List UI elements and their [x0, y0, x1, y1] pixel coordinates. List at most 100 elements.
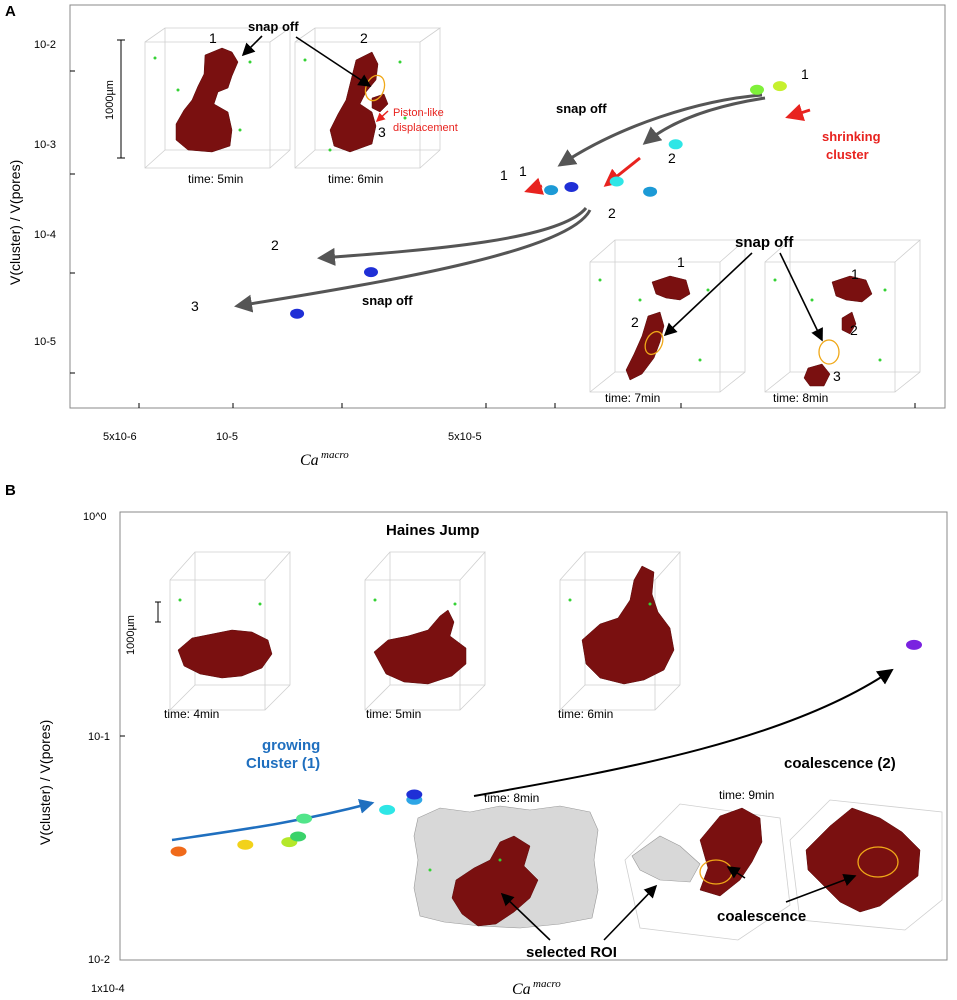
data-point [290, 308, 305, 319]
annotation-coalescence-title: coalescence (2) [784, 755, 896, 772]
data-point [750, 84, 764, 95]
panel-b-scale-bar: 1000µm [125, 601, 161, 655]
annotation-snap-off-bottom: snap off [735, 234, 794, 251]
arrow-snap-off-to-8min [779, 252, 823, 342]
inset-b-9min [624, 803, 791, 941]
annotation-coalescence: coalescence [717, 908, 806, 925]
panel-b-data-points [170, 639, 922, 857]
inset-a-5min-label-1: 1 [209, 30, 217, 46]
data-point [364, 267, 378, 278]
panel-b-ytick-label: 10-1 [88, 731, 110, 743]
panel-b-xlabel-main: Ca [512, 981, 531, 998]
jump-trajectory-arrow [473, 668, 894, 797]
inset-b-6min [559, 551, 681, 711]
data-point [379, 804, 396, 815]
inset-b-time: time: 6min [558, 707, 613, 721]
inset-a-6min-label-3: 3 [378, 124, 386, 140]
panel-b-letter: B [5, 482, 16, 499]
arrow-snap-off-to-5min [241, 35, 263, 57]
panel-a-ytick-label: 10-2 [34, 39, 56, 51]
data-point [564, 182, 579, 192]
point-a-label: 1 [500, 167, 508, 183]
inset-a-8min-label-3: 3 [833, 368, 841, 384]
inset-b-time: time: 9min [719, 788, 774, 802]
trajectory-arrow [234, 209, 592, 313]
inset-a-8min-label-1: 1 [851, 266, 859, 282]
arrow-snap-off-to-7min [663, 252, 753, 337]
arrow-coalescence-right [785, 873, 857, 903]
point-a-label: 2 [608, 205, 616, 221]
panel-a-xtick-label: 5x10-6 [103, 431, 137, 443]
panel-b-xtick-label: 1x10-4 [91, 983, 125, 995]
trajectory-arrow [557, 93, 763, 167]
panel-a-xlabel-main: Ca [300, 452, 319, 469]
panel-a-ytick-label: 10-5 [34, 336, 56, 348]
panel-a-plot-frame [69, 4, 946, 409]
annotation-haines-jump: Haines Jump [386, 522, 479, 539]
trajectory-arrow-red [524, 177, 545, 195]
trajectory-arrow [317, 207, 588, 266]
point-a-label: 1 [801, 66, 809, 82]
data-point [237, 839, 254, 850]
arrow-roi-left [500, 892, 551, 941]
panel-b-ylabel: V(cluster) / V(pores) [37, 720, 53, 845]
inset-a-8min-label-2: 2 [850, 322, 858, 338]
data-point [290, 831, 307, 842]
annotation-snap-off-mid: snap off [556, 101, 607, 116]
inset-a-6min-label-2: 2 [360, 30, 368, 46]
panel-b: B 10^0 10-1 10-2 1x10-4 V(cluster) / V(p… [5, 482, 948, 998]
panel-a-xtick-label: 10-5 [216, 431, 238, 443]
panel-b-xlabel: Ca macro [512, 978, 561, 998]
panel-b-ytick-label: 10^0 [83, 511, 107, 523]
panel-a-scale-bar: 1000µm [104, 39, 125, 159]
panel-a-xtick-label: 5x10-5 [448, 431, 482, 443]
data-point [609, 176, 624, 187]
inset-b-time: time: 8min [484, 791, 539, 805]
inset-b-time: time: 5min [366, 707, 421, 721]
annotation-shrinking-line1: shrinking [822, 129, 881, 144]
annotation-snap-off-top: snap off [248, 19, 299, 34]
data-point [406, 789, 423, 800]
trajectory-arrow-red [785, 103, 811, 122]
annotation-selected-roi: selected ROI [526, 944, 617, 961]
point-a-label: 3 [191, 298, 199, 314]
panel-b-scale-label: 1000µm [125, 615, 137, 655]
inset-a-5min [144, 27, 292, 169]
data-point [906, 639, 922, 650]
point-a-label: 1 [519, 163, 527, 179]
panel-a-ylabel: V(cluster) / V(pores) [7, 160, 23, 285]
data-point [296, 813, 313, 824]
trajectory-arrow [642, 96, 766, 145]
panel-a-letter: A [5, 3, 16, 20]
inset-a-7min-label-1: 1 [677, 254, 685, 270]
data-point [170, 846, 187, 857]
panel-b-xlabel-sup: macro [533, 978, 561, 990]
inset-a-6min [294, 27, 442, 169]
arrow-coalescence-left [726, 866, 746, 879]
annotation-piston-line1: Piston-like [393, 107, 444, 119]
annotation-growing-line1: growing [262, 737, 320, 754]
inset-b-time: time: 4min [164, 707, 219, 721]
inset-b-roi [413, 805, 599, 929]
data-point [668, 139, 683, 150]
arrow-snap-off-to-6min [295, 36, 372, 87]
growing-trajectory-arrow [171, 798, 375, 842]
inset-a-time: time: 5min [188, 172, 243, 186]
panel-a: A 10-2 10-3 10-4 10-5 5x10-6 10-5 5x10-5… [5, 3, 946, 469]
point-a-label: 2 [271, 237, 279, 253]
inset-b-4min [169, 551, 291, 711]
panel-a-ytick-label: 10-3 [34, 139, 56, 151]
point-a-label: 2 [668, 150, 676, 166]
panel-b-ytick-label: 10-2 [88, 954, 110, 966]
annotation-piston-line2: displacement [393, 122, 458, 134]
inset-a-7min [589, 239, 747, 393]
panel-a-scale-label: 1000µm [104, 80, 116, 120]
inset-b-10min [789, 799, 943, 931]
annotation-shrinking-line2: cluster [826, 147, 869, 162]
panel-a-yticks [70, 70, 75, 374]
panel-a-data-points [290, 81, 787, 319]
panel-a-xlabel: Ca macro [300, 449, 349, 469]
panel-a-xlabel-sup: macro [321, 449, 349, 461]
panel-a-xticks [138, 403, 916, 408]
